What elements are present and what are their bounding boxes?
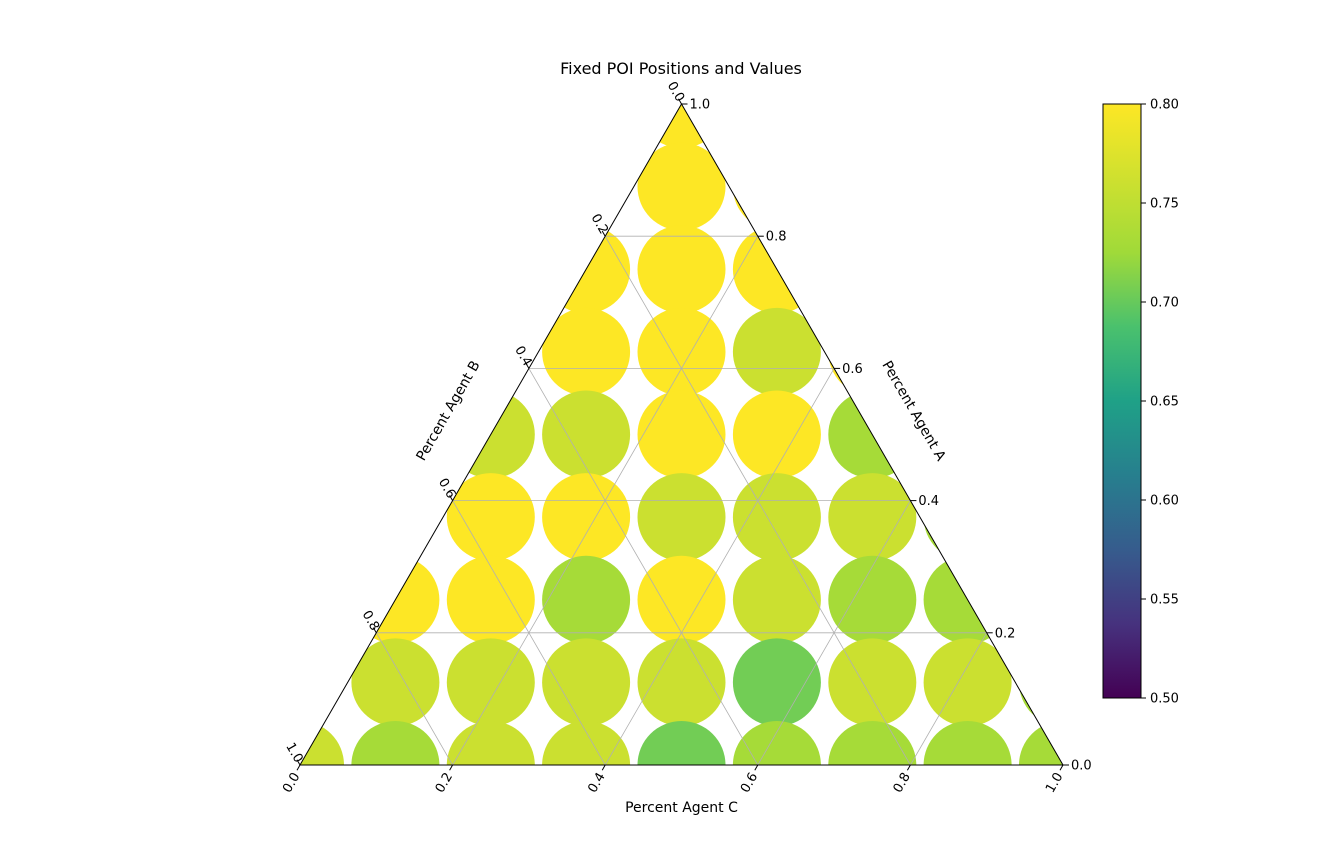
poi-point: [542, 721, 631, 765]
grid-lines: [375, 235, 988, 766]
poi-point: [637, 721, 726, 765]
poi-point: [828, 555, 917, 644]
tick-label-c: 0.2: [433, 770, 456, 795]
tick-c: [1059, 764, 1064, 771]
poi-point: [637, 555, 726, 644]
colorbar-tick-label: 0.60: [1150, 494, 1179, 509]
poi-point: [732, 638, 821, 727]
axis-a-label: Percent Agent A: [878, 358, 948, 464]
triangle-frame: [299, 102, 1064, 766]
poi-point: [637, 638, 726, 727]
poi-point: [732, 142, 821, 231]
tick-label-a: 0.0: [1071, 759, 1092, 774]
tick-c: [906, 764, 911, 771]
tick-b: [678, 98, 682, 105]
tick-label-c: 0.0: [280, 770, 303, 795]
poi-point: [637, 307, 726, 396]
tick-b: [372, 627, 377, 634]
poi-point: [542, 555, 631, 644]
tick-label-a: 0.2: [995, 626, 1016, 641]
tick-c: [601, 764, 606, 771]
poi-point: [923, 473, 1012, 562]
tick-b: [601, 230, 606, 237]
poi-point: [637, 225, 726, 314]
poi-point: [542, 307, 631, 396]
poi-point: [637, 390, 726, 479]
poi-point: [637, 142, 726, 231]
tick-label-c: 0.8: [891, 770, 914, 795]
grid-line-c: [757, 500, 911, 766]
tick-label-c: 0.4: [585, 770, 608, 795]
tick-c: [449, 764, 454, 771]
tick-c: [296, 764, 301, 771]
colorbar-ticks: 0.50 0.55 0.60 0.65 0.70 0.75 0.80: [1141, 98, 1179, 707]
poi-point: [828, 721, 917, 765]
tick-label-a: 0.6: [842, 362, 863, 377]
poi-point: [828, 473, 917, 562]
tick-label-b: 0.0: [664, 79, 687, 104]
poi-point: [828, 638, 917, 727]
colorbar: 0.50 0.55 0.60 0.65 0.70 0.75 0.80: [1102, 98, 1179, 707]
grid-line-b: [528, 368, 759, 766]
poi-point: [732, 555, 821, 644]
tick-label-c: 1.0: [1043, 770, 1066, 795]
tick-label-c: 0.6: [738, 770, 761, 795]
poi-point: [732, 473, 821, 562]
chart-title: Fixed POI Positions and Values: [560, 59, 802, 78]
colorbar-tick-label: 0.70: [1150, 296, 1179, 311]
poi-point: [446, 473, 535, 562]
tick-label-a: 0.8: [766, 230, 787, 245]
colorbar-gradient: [1102, 103, 1142, 699]
poi-point: [923, 638, 1012, 727]
tick-c: [754, 764, 759, 771]
tick-label-a: 1.0: [690, 98, 711, 113]
colorbar-tick-label: 0.55: [1150, 593, 1179, 608]
poi-point: [1019, 638, 1063, 727]
poi-point: [542, 473, 631, 562]
grid-line-c: [604, 368, 835, 766]
colorbar-tick-label: 0.65: [1150, 395, 1179, 410]
tick-b: [449, 495, 454, 501]
poi-point: [923, 721, 1012, 765]
poi-point: [300, 721, 344, 765]
tick-b: [296, 759, 301, 766]
axis-c-label: Percent Agent C: [625, 800, 738, 816]
poi-point: [542, 390, 631, 479]
tick-label-a: 0.4: [918, 494, 939, 509]
grid-line-c: [910, 632, 988, 766]
poi-point: [446, 721, 535, 765]
colorbar-tick-label: 0.50: [1150, 692, 1179, 707]
poi-point: [1019, 721, 1063, 765]
colorbar-tick-label: 0.80: [1150, 98, 1179, 113]
grid-line-b: [375, 632, 453, 766]
poi-point: [732, 390, 821, 479]
poi-point: [351, 721, 440, 765]
poi-points: [300, 104, 1063, 765]
axis-b-label: Percent Agent B: [413, 358, 483, 464]
poi-point: [637, 473, 726, 562]
poi-point: [732, 721, 821, 765]
poi-point: [446, 555, 535, 644]
poi-point: [732, 307, 821, 396]
poi-point: [542, 638, 631, 727]
colorbar-tick-label: 0.75: [1150, 197, 1179, 212]
grid-line-b: [452, 500, 606, 766]
poi-point: [351, 638, 440, 727]
poi-point: [446, 638, 535, 727]
tick-b: [525, 362, 530, 369]
